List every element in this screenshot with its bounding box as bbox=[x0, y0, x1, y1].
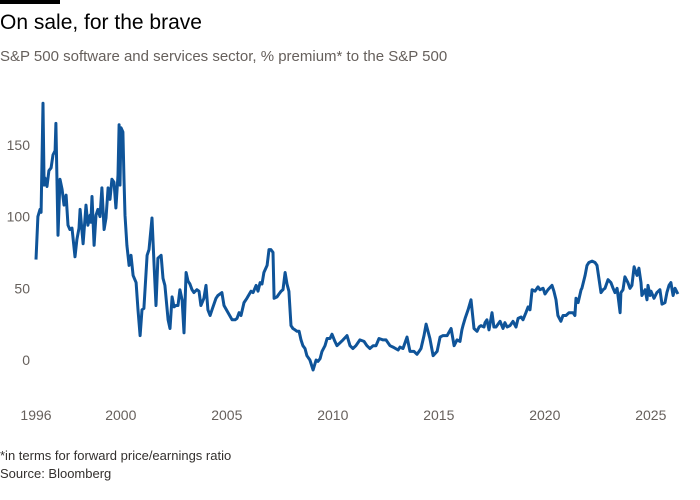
x-tick-label: 2010 bbox=[317, 407, 348, 423]
x-tick-label: 2005 bbox=[211, 407, 242, 423]
y-tick-label: 50 bbox=[14, 280, 30, 296]
x-tick-label: 2025 bbox=[635, 407, 666, 423]
x-tick-label: 2000 bbox=[105, 407, 136, 423]
x-axis: 1996 2000 2005 2010 2015 2020 2025 bbox=[20, 407, 666, 423]
source-note: Source: Bloomberg bbox=[0, 466, 112, 481]
x-tick-label: 1996 bbox=[20, 407, 51, 423]
x-tick-label: 2020 bbox=[529, 407, 560, 423]
chart-title: On sale, for the brave bbox=[0, 11, 202, 34]
y-tick-label: 0 bbox=[22, 352, 30, 368]
footnote: *in terms for forward price/earnings rat… bbox=[0, 448, 232, 463]
series-line bbox=[34, 101, 680, 372]
chart-subtitle: S&P 500 software and services sector, % … bbox=[0, 48, 448, 65]
x-tick-label: 2015 bbox=[423, 407, 454, 423]
brand-accent-bar bbox=[0, 0, 60, 4]
y-tick-label: 100 bbox=[7, 209, 31, 225]
y-tick-label: 150 bbox=[7, 137, 31, 153]
y-axis: 150 100 50 0 bbox=[7, 137, 31, 368]
